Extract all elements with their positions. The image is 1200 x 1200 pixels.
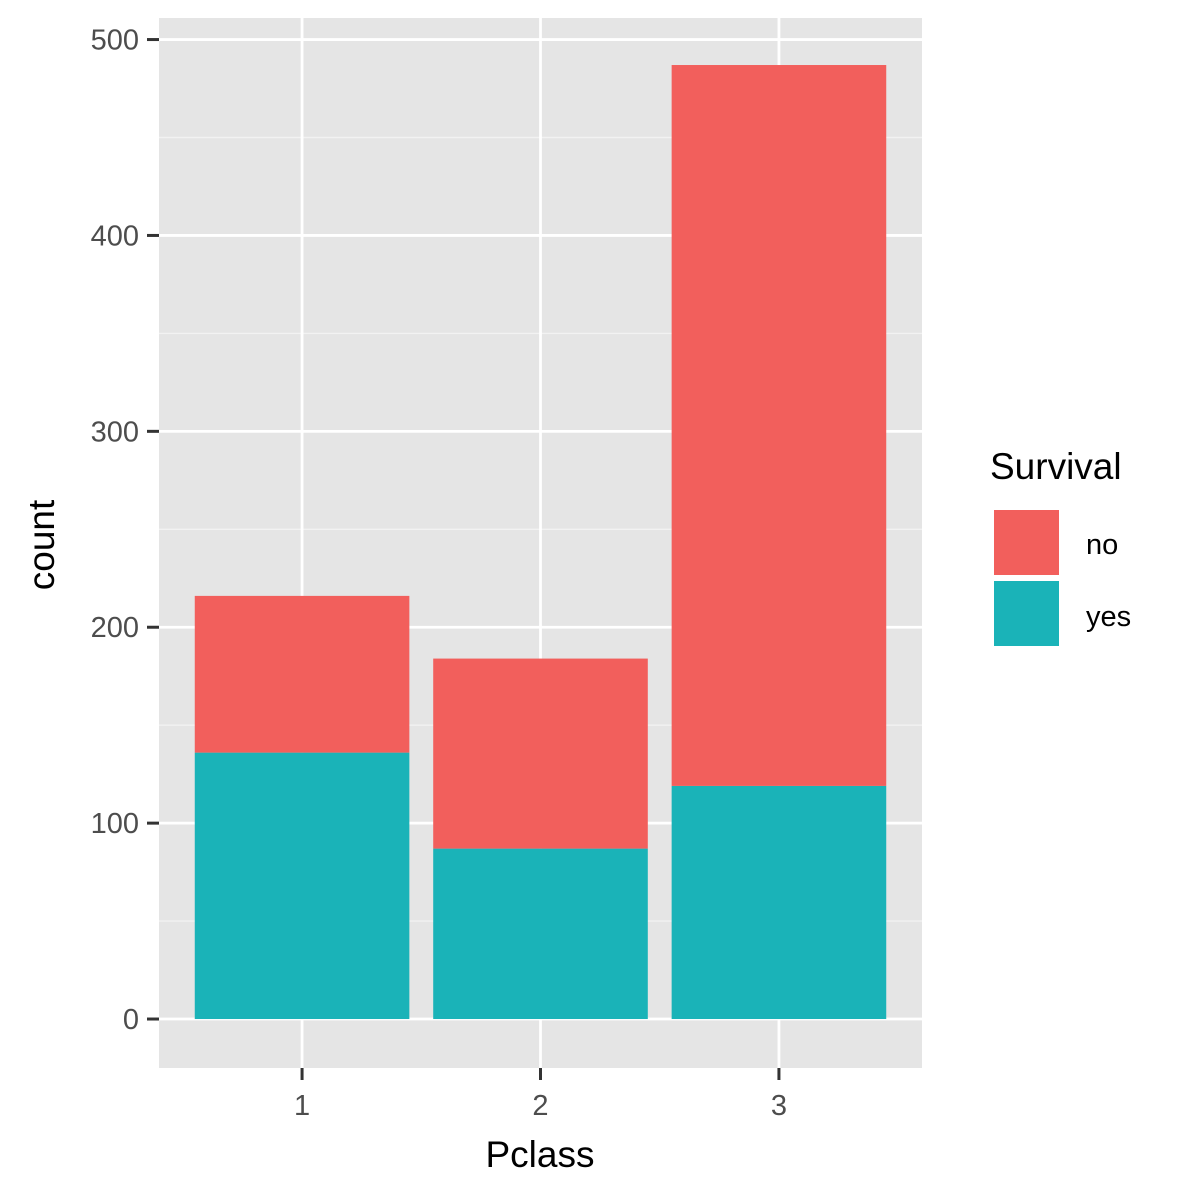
y-tick-label: 400 — [91, 220, 139, 252]
y-tick-label: 100 — [91, 808, 139, 840]
bar-yes — [671, 785, 887, 1020]
bars — [194, 65, 887, 1020]
legend-key-yes — [992, 579, 1061, 648]
bar-no — [433, 658, 648, 849]
x-axis: 1 2 3 — [294, 1068, 787, 1122]
y-tick-label: 200 — [91, 612, 139, 644]
legend: Survival no yes — [990, 446, 1131, 648]
legend-label-yes: yes — [1086, 601, 1131, 633]
y-axis-title: count — [21, 499, 62, 590]
x-tick-label: 2 — [532, 1090, 548, 1122]
y-axis: 0 100 200 300 400 500 — [91, 25, 159, 1036]
x-tick-label: 1 — [294, 1090, 310, 1122]
y-tick-label: 500 — [91, 25, 139, 57]
bar-yes — [433, 848, 648, 1020]
y-tick-label: 0 — [123, 1004, 139, 1036]
legend-title: Survival — [990, 446, 1122, 487]
bar-yes — [194, 752, 410, 1020]
y-tick-label: 300 — [91, 416, 139, 448]
legend-key-no — [992, 508, 1061, 577]
x-tick-label: 3 — [771, 1090, 787, 1122]
bar-no — [194, 595, 410, 753]
legend-label-no: no — [1086, 529, 1118, 561]
bar-no — [671, 65, 887, 786]
x-axis-title: Pclass — [486, 1134, 595, 1175]
